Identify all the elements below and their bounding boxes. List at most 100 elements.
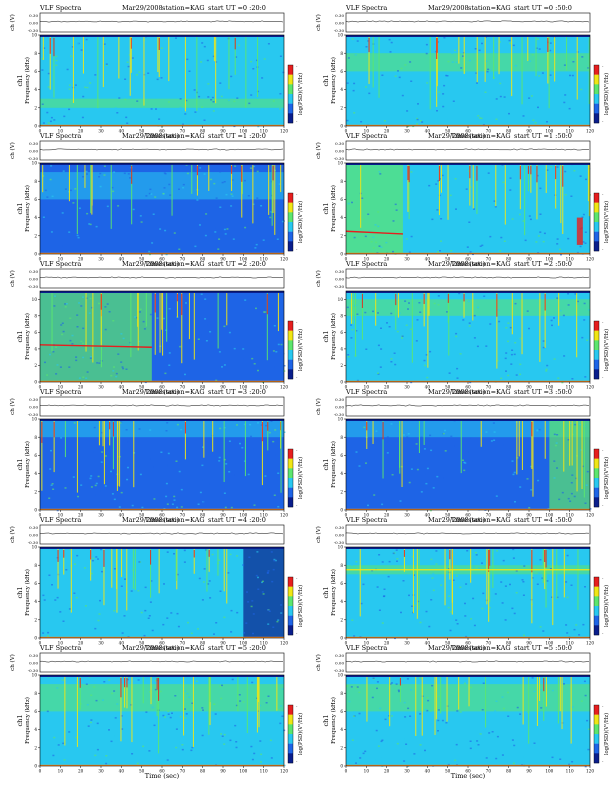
noise-speckle <box>584 198 587 201</box>
noise-speckle <box>507 715 510 717</box>
noise-speckle <box>424 749 426 752</box>
noise-speckle <box>152 213 155 215</box>
noise-speckle <box>553 460 556 462</box>
freq-axis-label: Frequency (kHz) <box>330 185 337 232</box>
noise-speckle <box>414 483 417 485</box>
time-tick-label: 10 <box>58 513 64 518</box>
sferic-line <box>463 37 465 74</box>
noise-speckle <box>260 334 263 336</box>
baseline-strip <box>40 252 284 254</box>
noise-speckle <box>435 506 438 509</box>
noise-speckle <box>407 125 410 128</box>
noise-speckle <box>228 471 231 473</box>
noise-speckle <box>264 475 267 477</box>
noise-speckle <box>460 67 463 69</box>
time-tick-label: 100 <box>545 769 553 774</box>
colorbar-label: log(PSD)(V²/Hz) <box>603 329 610 371</box>
sferic-line <box>411 293 413 363</box>
noise-speckle <box>472 460 475 462</box>
noise-speckle <box>76 759 79 761</box>
noise-speckle <box>250 745 253 748</box>
noise-speckle <box>442 742 445 745</box>
freq-tick-label: 8 <box>340 179 343 184</box>
noise-speckle <box>490 440 493 442</box>
noise-speckle <box>538 572 541 574</box>
noise-speckle <box>225 463 228 465</box>
noise-speckle <box>564 94 567 96</box>
sferic-line <box>536 677 538 726</box>
ch-strip-frame <box>39 652 285 673</box>
noise-speckle <box>150 458 153 460</box>
noise-speckle <box>139 215 142 217</box>
noise-speckle <box>190 320 193 322</box>
noise-speckle <box>60 324 63 326</box>
noise-speckle <box>63 737 65 739</box>
noise-speckle <box>380 348 383 350</box>
noise-speckle <box>450 435 453 438</box>
noise-speckle <box>364 235 367 238</box>
noise-speckle <box>486 70 489 73</box>
noise-speckle <box>180 506 183 508</box>
sferic-line <box>118 37 120 79</box>
time-tick-label: 100 <box>239 257 247 262</box>
noise-speckle <box>481 244 484 247</box>
noise-speckle <box>153 724 156 727</box>
noise-speckle <box>549 69 552 72</box>
colorbar-label: log(PSD)(V²/Hz) <box>297 585 304 627</box>
freq-tick-label: 2 <box>34 617 37 622</box>
ch-tick-label: -0.30 <box>28 412 39 417</box>
noise-speckle <box>43 47 46 49</box>
noise-speckle <box>476 175 479 177</box>
noise-speckle <box>391 715 393 717</box>
time-tick-label: 50 <box>445 385 451 390</box>
sferic-line <box>137 293 139 327</box>
ch-strip-frame <box>39 140 285 161</box>
spectrogram-top-band <box>346 291 590 293</box>
noise-speckle <box>481 42 483 45</box>
noise-speckle <box>166 735 169 738</box>
noise-speckle <box>358 712 361 715</box>
noise-speckle <box>171 503 174 505</box>
noise-speckle <box>156 597 159 600</box>
colorbar-segment <box>594 705 599 715</box>
noise-speckle <box>539 689 542 691</box>
colorbar-segment <box>288 340 293 351</box>
noise-speckle <box>524 239 527 242</box>
colorbar-segment <box>594 596 599 607</box>
freq-tick-label: 8 <box>340 313 343 318</box>
noise-speckle <box>350 324 353 326</box>
noise-speckle <box>562 314 565 317</box>
noise-speckle <box>69 317 72 319</box>
colorbar-segment <box>594 321 599 331</box>
emission-band <box>346 299 590 316</box>
noise-speckle <box>274 366 277 368</box>
spectrogram-top-band <box>40 419 284 421</box>
noise-speckle <box>347 57 350 59</box>
colorbar-segment <box>288 577 293 587</box>
noise-speckle <box>553 477 556 479</box>
colorbar-segment <box>594 94 599 104</box>
spectrogram-top-band <box>40 547 284 549</box>
ch-trace <box>345 660 590 663</box>
noise-speckle <box>157 56 160 58</box>
noise-speckle <box>378 554 381 556</box>
noise-speckle <box>111 489 114 491</box>
noise-speckle <box>204 298 207 300</box>
noise-speckle <box>86 86 89 89</box>
noise-speckle <box>230 205 233 207</box>
noise-speckle <box>455 332 458 335</box>
emission-band <box>40 172 284 200</box>
noise-speckle <box>447 60 450 63</box>
sferic-line <box>576 37 578 100</box>
noise-speckle <box>131 717 134 719</box>
noise-speckle <box>582 623 585 626</box>
noise-speckle <box>553 358 556 360</box>
noise-speckle <box>355 762 357 764</box>
noise-speckle <box>457 503 460 506</box>
noise-speckle <box>126 478 129 481</box>
noise-speckle <box>511 460 514 462</box>
noise-speckle <box>487 505 490 507</box>
noise-speckle <box>258 302 261 304</box>
noise-speckle <box>233 727 236 730</box>
noise-speckle <box>395 549 398 551</box>
